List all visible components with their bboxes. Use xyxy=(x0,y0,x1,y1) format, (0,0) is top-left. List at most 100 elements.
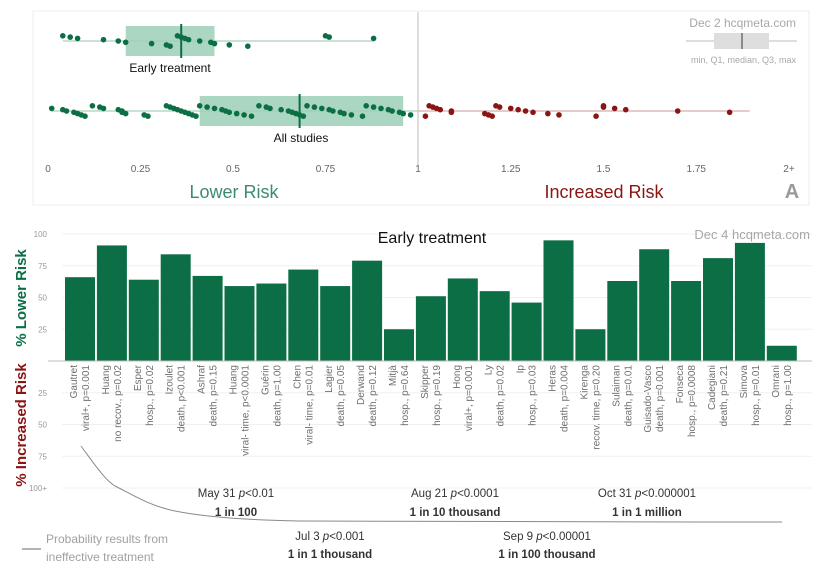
y-tick-label: 50 xyxy=(38,294,47,303)
category-author-label: Guérin xyxy=(260,365,271,395)
data-point xyxy=(193,113,199,119)
bar xyxy=(192,275,223,361)
annotation-p-value: Aug 21 p<0.0001 xyxy=(411,488,499,500)
category-author-label: Mitjà xyxy=(388,365,399,387)
annotation-odds: 1 in 1 million xyxy=(612,507,682,519)
bar xyxy=(320,286,351,361)
data-point xyxy=(341,110,347,117)
data-point xyxy=(674,108,681,114)
data-point xyxy=(226,42,233,48)
data-point xyxy=(400,110,407,117)
category-detail-label: death, p=0.01 xyxy=(623,365,634,427)
category-author-label: Chen xyxy=(292,365,303,389)
category-author-label: Ip xyxy=(516,365,527,374)
y-tick-label: 75 xyxy=(38,262,47,271)
category-author-label: Lagier xyxy=(324,364,335,392)
data-point xyxy=(256,103,262,109)
category-author-label: Omrani xyxy=(771,365,782,398)
category-author-label: Ashraf xyxy=(197,365,208,394)
data-point xyxy=(211,105,218,112)
data-point xyxy=(241,112,247,118)
probability-curve xyxy=(80,445,783,523)
data-point xyxy=(60,33,66,39)
probability-legend-text-line2: ineffective treatment xyxy=(46,550,155,564)
bar xyxy=(703,258,733,361)
category-author-label: Kirenga xyxy=(579,365,590,400)
category-detail-label: hosp., p=0.02 xyxy=(145,365,156,426)
data-point xyxy=(100,105,107,112)
y-tick-label: 25 xyxy=(38,389,47,398)
data-point xyxy=(311,104,318,110)
annotation-odds: 1 in 100 xyxy=(215,507,257,519)
data-point xyxy=(611,105,618,112)
x-tick-label: 2+ xyxy=(783,164,795,175)
data-point xyxy=(507,105,514,112)
data-point xyxy=(407,112,414,118)
data-point xyxy=(145,113,151,119)
bar xyxy=(479,291,510,361)
y-label-increased-risk: % Increased Risk xyxy=(13,363,30,487)
data-point xyxy=(389,108,395,114)
y-tick-label: 50 xyxy=(38,421,47,430)
data-point xyxy=(233,110,240,117)
data-point xyxy=(593,113,599,119)
panel-label: A xyxy=(785,181,799,203)
data-point xyxy=(63,108,70,114)
category-detail-label: death, p=0.12 xyxy=(368,365,379,427)
y-tick-label: 75 xyxy=(38,452,47,461)
bar xyxy=(384,329,414,361)
category-detail-label: hosp., p=0.01 xyxy=(751,365,762,426)
data-point xyxy=(100,36,107,43)
data-point xyxy=(370,35,377,42)
data-point xyxy=(359,113,366,119)
data-point xyxy=(622,106,629,113)
x-tick-label: 0.5 xyxy=(226,164,240,175)
x-label-lower-risk: Lower Risk xyxy=(189,182,279,202)
category-author-label: Huang xyxy=(101,365,112,394)
bar xyxy=(511,302,542,361)
y-label-lower-risk: % Lower Risk xyxy=(13,249,30,347)
bar xyxy=(607,280,638,361)
category-author-label: Hong xyxy=(452,365,463,389)
category-author-label: Huang xyxy=(229,365,240,394)
category-author-label: Simova xyxy=(739,365,750,399)
data-point xyxy=(515,106,521,113)
data-point xyxy=(89,103,96,109)
annotation-odds: 1 in 100 thousand xyxy=(498,549,595,561)
category-detail-label: hosp., p=0.64 xyxy=(400,365,411,426)
annotation-p-value: Oct 31 p<0.000001 xyxy=(598,488,696,500)
x-tick-label: 0.25 xyxy=(131,164,151,175)
category-detail-label: death, p<0.001 xyxy=(177,365,188,432)
annotation-p-value: May 31 p<0.01 xyxy=(198,488,274,500)
category-detail-label: viral+, p=0.001 xyxy=(81,365,92,432)
probability-legend-text-line1: Probability results from xyxy=(46,532,168,546)
data-point xyxy=(122,110,129,117)
category-author-label: Ly xyxy=(484,365,495,375)
x-tick-label: 1.25 xyxy=(501,164,521,175)
data-point xyxy=(348,112,355,118)
bar xyxy=(288,269,319,361)
iqr-box xyxy=(199,96,404,126)
data-point xyxy=(556,112,562,118)
category-author-label: Derwand xyxy=(356,365,367,405)
data-point xyxy=(196,38,203,44)
data-point xyxy=(370,104,377,110)
category-detail-label: death, p=0.004 xyxy=(560,365,571,432)
data-point xyxy=(378,105,384,112)
box-legend: min, Q1, median, Q3, max xyxy=(686,33,797,65)
category-author-label: Gautret xyxy=(69,365,80,399)
category-detail-label: no recov., p=0.02 xyxy=(113,365,124,442)
category-detail-label: viral- time, p=0.01 xyxy=(304,365,315,445)
category-author-label: Skipper xyxy=(420,364,431,399)
annotation-p-value: Jul 3 p<0.001 xyxy=(295,531,364,543)
watermark-b: Dec 4 hcqmeta.com xyxy=(694,227,810,242)
data-point xyxy=(304,103,310,109)
category-author-label: Izoulet xyxy=(165,365,176,395)
data-point xyxy=(545,110,551,117)
category-detail-label: viral- time, p<0.0001 xyxy=(241,365,252,456)
category-detail-label: hosp., p=0.19 xyxy=(432,365,443,426)
category-detail-label: hosp., p=0.03 xyxy=(528,365,539,426)
bar xyxy=(160,254,191,361)
category-detail-label: death, p=1.00 xyxy=(272,365,283,427)
